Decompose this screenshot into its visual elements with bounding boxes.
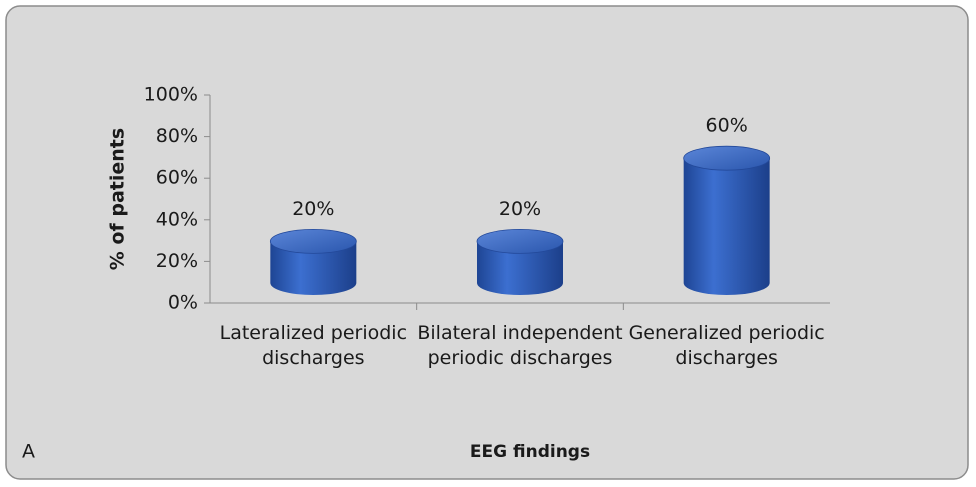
bar-top	[476, 228, 564, 254]
y-tick-label: 100%	[144, 84, 198, 106]
bar	[270, 241, 357, 295]
bar-top	[683, 145, 771, 171]
x-tick-label: Generalized periodic discharges	[628, 322, 825, 369]
bar	[683, 158, 770, 295]
y-tick-label: 60%	[156, 167, 198, 189]
data-label: 20%	[499, 198, 541, 220]
y-tick-label: 40%	[156, 208, 198, 230]
x-tick-label: Lateralized periodic discharges	[219, 322, 408, 369]
data-label: 60%	[706, 115, 748, 137]
x-axis-title: EEG findings	[470, 442, 590, 462]
x-tick-label: Bilateral independent periodic discharge…	[417, 322, 623, 369]
y-tick-label: 20%	[156, 250, 198, 272]
y-tick-label: 0%	[168, 292, 198, 314]
bar-top	[269, 228, 357, 254]
bar	[477, 241, 563, 295]
data-label: 20%	[292, 198, 334, 220]
panel-label: A	[22, 441, 35, 463]
y-axis-title: % of patients	[107, 128, 129, 270]
y-tick-label: 80%	[156, 125, 198, 147]
